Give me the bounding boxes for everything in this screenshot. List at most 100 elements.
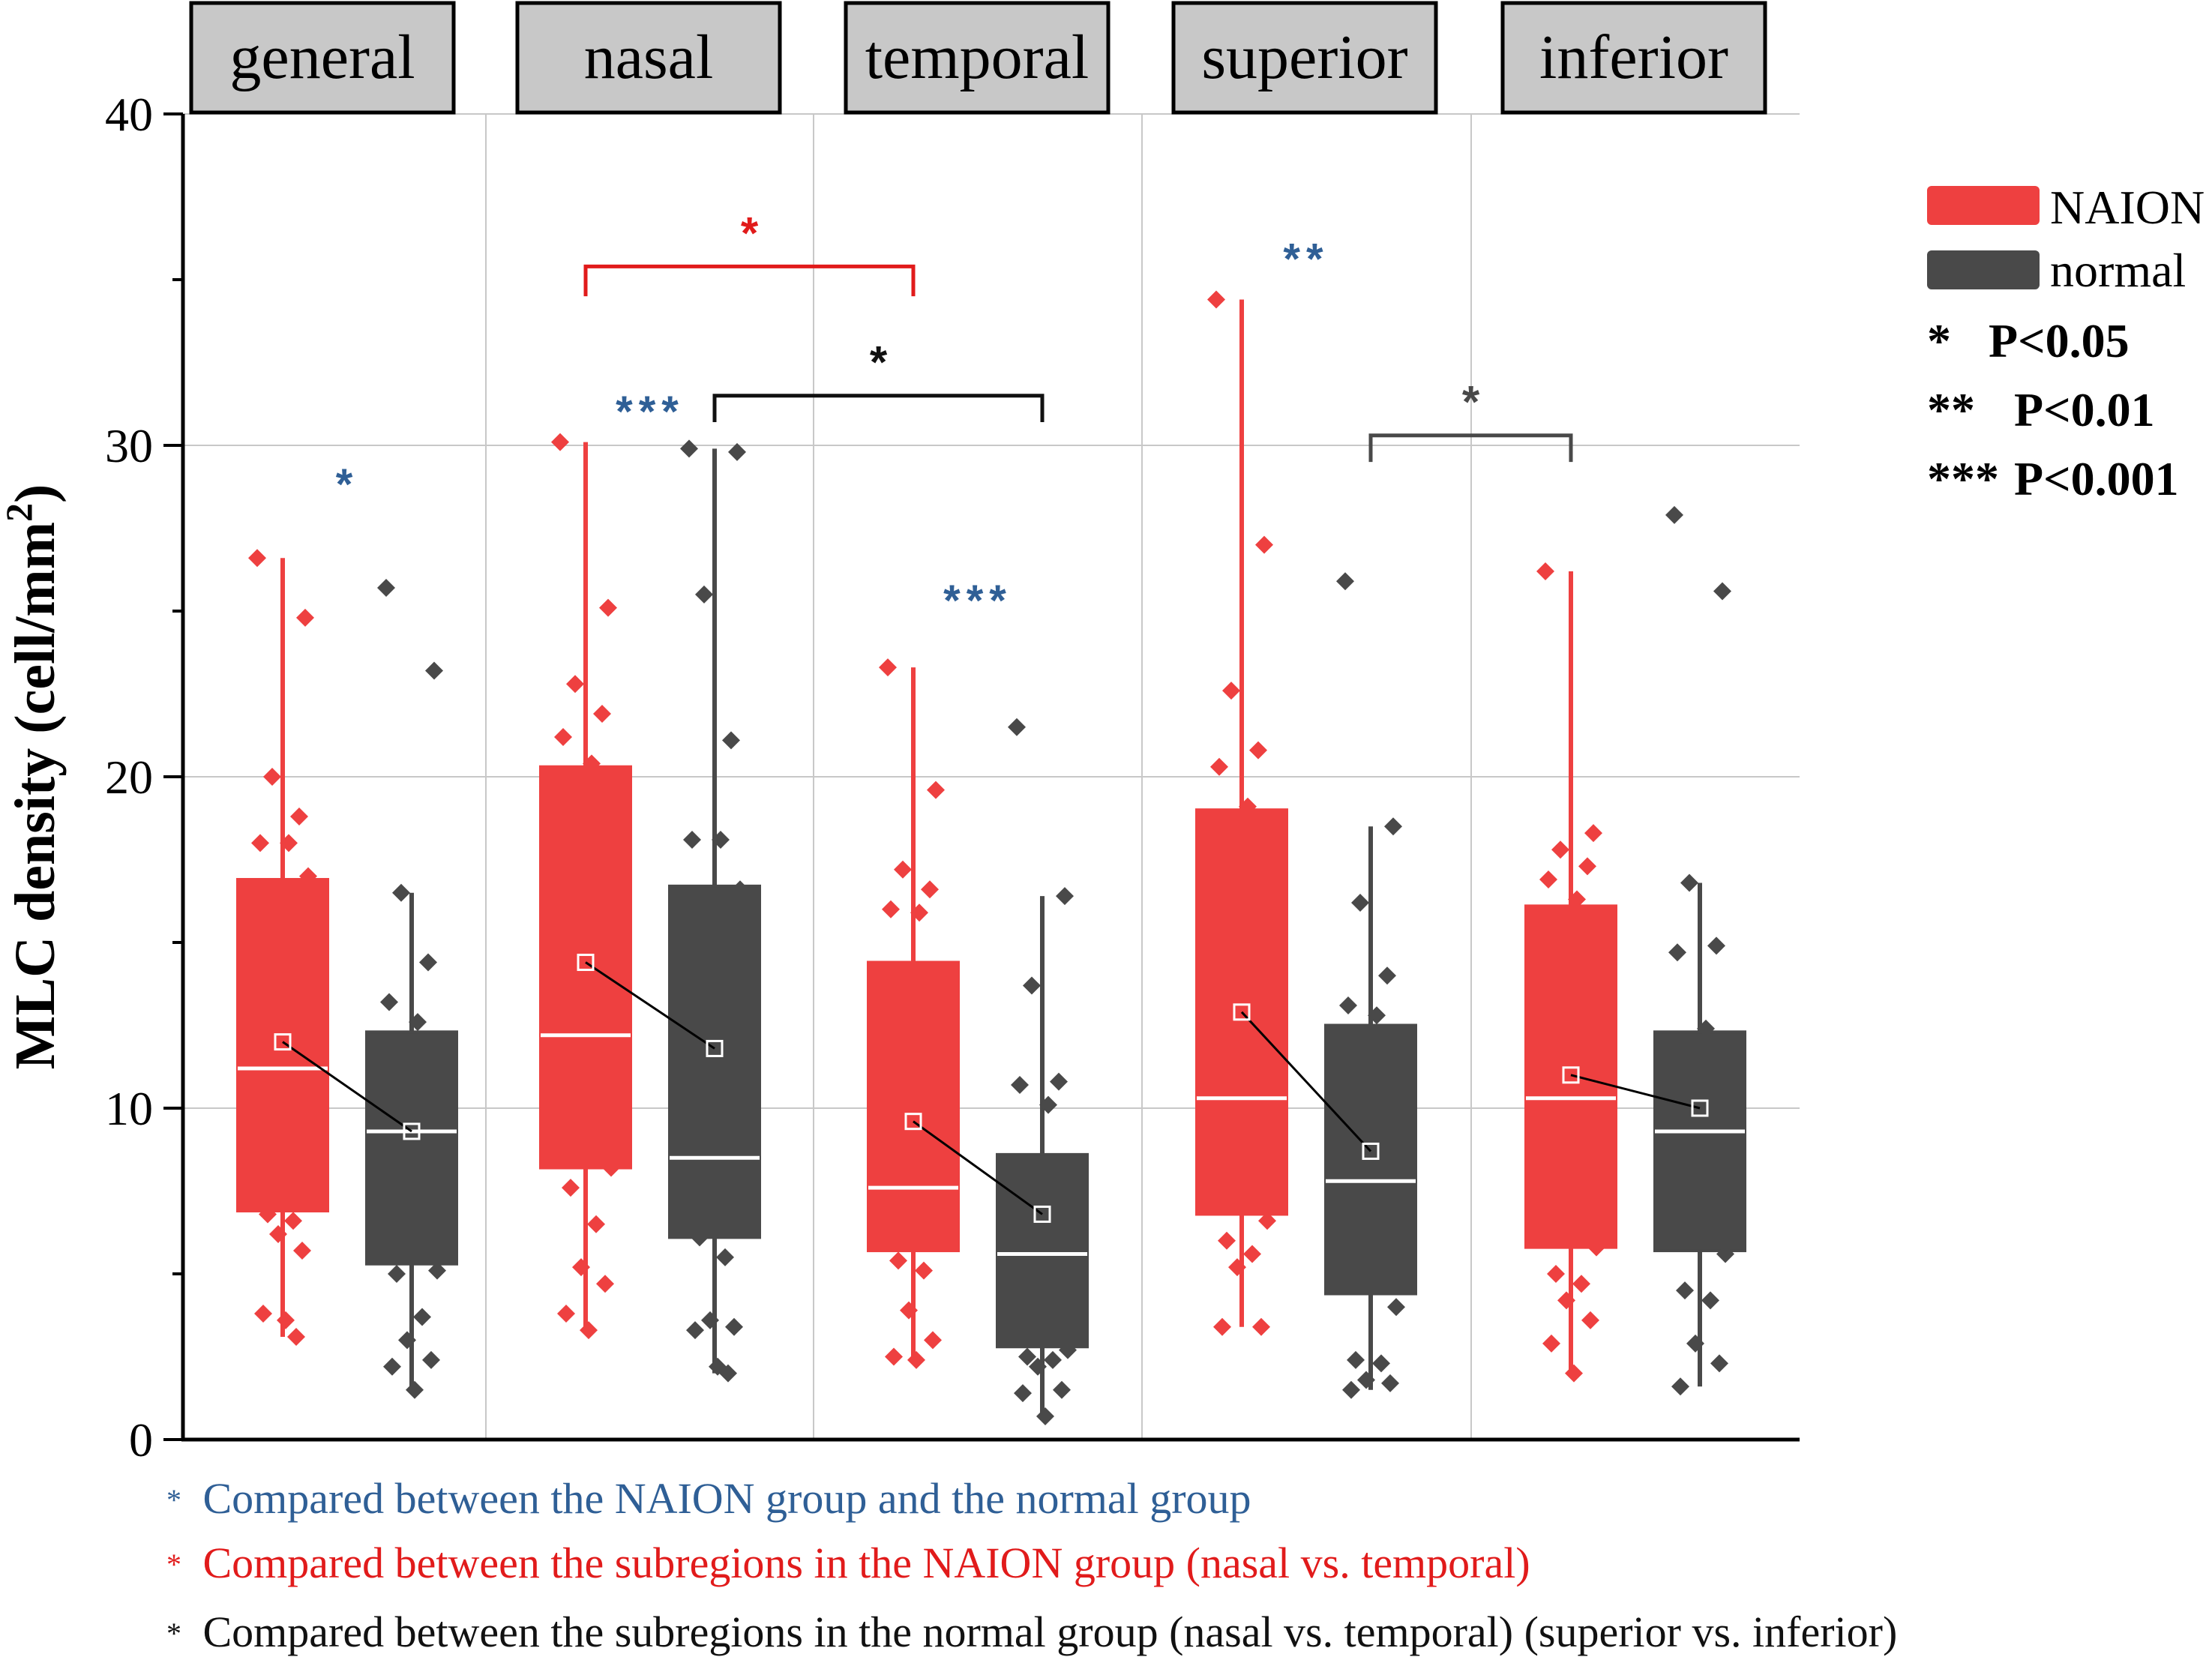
sig-bracket-5 (712, 394, 1045, 423)
box-naion-superior (1195, 290, 1288, 1336)
data-point-naion-inferior (1539, 870, 1557, 889)
data-point-normal-nasal (719, 1364, 737, 1383)
data-point-naion-general (254, 1305, 272, 1323)
box-normal-temporal (996, 718, 1089, 1426)
sig-bracket-4 (583, 264, 916, 297)
y-axis-title-main: MLC density (cell/mm (4, 522, 67, 1069)
box-naion-inferior (1524, 562, 1617, 1383)
data-point-naion-superior (1207, 290, 1225, 309)
panel-strips: general nasal temporal superior inferior (189, 1, 1767, 115)
data-point-naion-nasal (562, 1179, 580, 1197)
legend-sig-text-3: P<0.001 (2014, 452, 2179, 505)
data-point-normal-superior (1381, 1374, 1399, 1392)
data-point-normal-temporal (1029, 1357, 1047, 1376)
box-normal-inferior (1653, 505, 1746, 1396)
data-point-normal-temporal (1036, 1407, 1054, 1426)
data-point-normal-nasal (683, 830, 701, 849)
data-point-normal-temporal (1018, 1347, 1036, 1366)
data-point-naion-nasal (572, 1258, 590, 1277)
data-point-normal-general (422, 1350, 440, 1369)
data-point-naion-inferior (1565, 1364, 1583, 1383)
iqr-box-normal-nasal (668, 884, 761, 1239)
data-point-normal-general (425, 661, 443, 680)
data-point-naion-nasal (593, 705, 611, 724)
data-point-naion-inferior (1536, 562, 1554, 580)
mean-link-nasal (585, 961, 715, 1050)
data-point-normal-nasal (722, 731, 740, 750)
mean-marker-naion-general (274, 1033, 292, 1051)
mean-link-superior (1240, 1011, 1372, 1152)
legend-sig-text-2: P<0.01 (2014, 383, 2155, 436)
data-point-naion-general (284, 1212, 302, 1230)
panel-label-superior: superior (1201, 22, 1407, 92)
iqr-box-naion-inferior (1524, 904, 1617, 1249)
sig-within-nasal: *** (616, 388, 685, 436)
data-point-normal-temporal (1008, 718, 1026, 736)
y-axis-title-close: ) (4, 484, 67, 503)
data-point-naion-superior (1252, 1317, 1270, 1336)
data-point-naion-general (251, 834, 269, 852)
mean-marker-normal-inferior (1691, 1099, 1709, 1117)
mean-marker-normal-temporal (1033, 1205, 1051, 1223)
data-point-normal-general (428, 1261, 446, 1280)
legend: NAION normal * P<0.05 ** P<0.01 *** P<0.… (1927, 181, 2205, 505)
data-point-naion-inferior (1557, 1291, 1575, 1310)
data-point-normal-nasal (695, 585, 713, 604)
data-point-normal-inferior (1716, 1245, 1734, 1263)
data-point-normal-temporal (1014, 1384, 1032, 1403)
mean-marker-normal-superior (1362, 1142, 1380, 1160)
data-point-naion-nasal (551, 433, 569, 451)
data-point-naion-general (277, 1311, 295, 1329)
box-naion-temporal (867, 658, 960, 1369)
data-point-normal-nasal (725, 1317, 743, 1336)
panel-strip-superior (1171, 1, 1438, 115)
data-point-naion-superior (1243, 1245, 1261, 1263)
data-point-naion-general (287, 1327, 305, 1346)
data-point-naion-nasal (580, 1321, 598, 1340)
data-point-naion-temporal (907, 1350, 925, 1369)
data-point-naion-temporal (879, 658, 897, 677)
sig-bracket-label-5: * (870, 337, 888, 388)
data-point-naion-general (290, 808, 308, 826)
data-point-naion-nasal (554, 727, 572, 746)
data-point-naion-general (293, 1242, 311, 1260)
data-point-normal-superior (1357, 1371, 1375, 1389)
box-naion-general (236, 549, 329, 1346)
data-point-normal-temporal (1011, 1076, 1029, 1095)
data-point-normal-superior (1372, 1354, 1390, 1373)
footnotes: * Compared between the NAION group and t… (166, 1471, 1897, 1656)
iqr-box-naion-nasal (539, 765, 632, 1170)
data-point-naion-temporal (927, 781, 945, 799)
data-point-normal-nasal (712, 830, 730, 849)
y-tick-label-30: 30 (105, 419, 153, 472)
data-point-normal-superior (1368, 1006, 1386, 1025)
y-axis-title-superscript: 2 (0, 503, 40, 522)
data-point-naion-general (263, 768, 281, 786)
data-point-naion-temporal (924, 1331, 942, 1350)
iqr-box-normal-temporal (996, 1152, 1089, 1349)
data-point-normal-nasal (686, 1321, 704, 1340)
data-point-normal-superior (1351, 893, 1369, 912)
footnote-text-1: Compared between the NAION group and the… (203, 1474, 1251, 1523)
panel-label-inferior: inferior (1539, 22, 1728, 92)
data-point-naion-superior (1210, 757, 1228, 776)
legend-swatch-naion (1927, 186, 2040, 225)
data-point-normal-general (380, 993, 398, 1011)
data-point-naion-nasal (566, 675, 584, 694)
data-point-normal-inferior (1665, 505, 1683, 524)
data-point-naion-superior (1249, 741, 1267, 760)
data-point-normal-general (383, 1357, 401, 1376)
box-normal-superior (1324, 572, 1417, 1399)
mean-marker-naion-temporal (904, 1113, 922, 1131)
data-point-naion-temporal (921, 880, 939, 899)
legend-label-normal: normal (2050, 244, 2186, 297)
data-point-naion-superior (1239, 797, 1257, 816)
data-point-naion-nasal (587, 1215, 605, 1233)
data-point-normal-nasal (728, 442, 746, 461)
data-point-normal-inferior (1686, 1334, 1704, 1353)
footnote-star-1: * (166, 1483, 181, 1517)
data-point-naion-superior (1218, 1231, 1236, 1250)
data-point-naion-superior (1228, 1258, 1246, 1277)
footnote-1: * Compared between the NAION group and t… (166, 1471, 1251, 1523)
